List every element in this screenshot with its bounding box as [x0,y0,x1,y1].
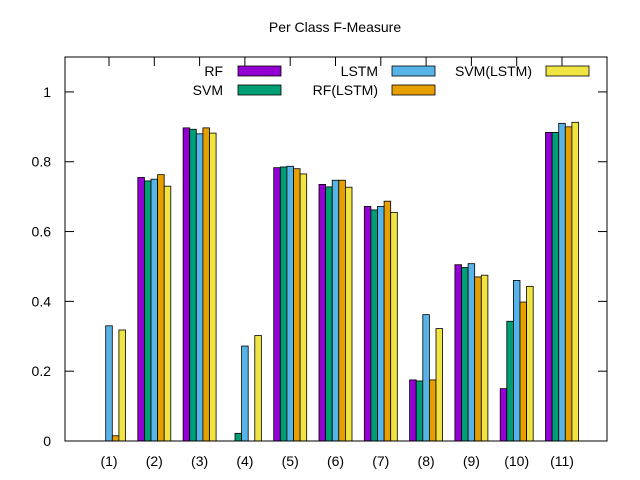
bar-svm-lstm--3 [254,335,262,442]
x-tick-label: (9) [463,453,480,469]
bar-svm-3 [234,432,242,442]
x-tick-label: (1) [100,453,117,469]
bar-lstm-1 [150,178,158,442]
bar-rf-lstm--0 [111,435,120,442]
bar-lstm-4 [286,165,294,442]
bar-svm-lstm--4 [299,173,308,442]
bar-lstm-2 [195,133,204,442]
bar-rf-lstm--8 [474,276,482,442]
legend-label-rf: RF [204,63,223,79]
bar-svm-lstm--2 [209,132,217,442]
bar-svm-1 [143,180,152,442]
y-tick-label: 0.8 [32,154,52,170]
legend-swatch-svm-lstm- [545,65,590,77]
bar-svm-6 [370,209,378,442]
plot-area: 0 0.2 0.4 0.6 0.8 1 (1) (2) (3) (4) (5) (6) (7) (8) (9… [32,57,607,469]
legend: RF SVM LSTM RF(LSTM) SVM(LSTM) [193,63,590,98]
bar-rf-5 [318,184,326,442]
y-tick-label: 0 [43,433,51,449]
bar-lstm-5 [331,179,340,442]
bar-lstm-3 [241,345,249,442]
x-tick-label: (11) [550,453,574,469]
bar-svm-lstm--5 [344,186,353,442]
legend-swatch-rf [237,65,282,77]
bar-lstm-0 [105,325,113,442]
y-tick-label: 0.4 [32,293,52,309]
x-tick-label: (10) [504,453,529,469]
bar-rf-9 [499,388,508,442]
bar-rf-6 [363,206,372,442]
bar-rf-2 [182,127,191,442]
bar-rf-lstm--1 [157,174,165,442]
bar-rf-7 [409,379,417,442]
bar-lstm-10 [558,122,566,442]
legend-label-rf-lstm-: RF(LSTM) [313,82,378,98]
x-tick-label: (6) [327,453,344,469]
bar-rf-lstm--9 [519,301,527,442]
bar-svm-7 [415,380,424,442]
plot-frame [64,56,608,442]
bar-lstm-9 [513,280,521,442]
bar-svm-lstm--1 [163,185,172,442]
bar-svm-4 [279,166,288,442]
x-tick-label: (3) [191,453,208,469]
x-tick-label: (4) [236,453,253,469]
bar-svm-2 [189,128,197,442]
bar-lstm-6 [377,206,385,442]
bar-lstm-8 [467,263,476,442]
legend-label-lstm: LSTM [341,63,378,79]
bar-rf-lstm--6 [383,200,392,442]
bar-rf-4 [273,167,281,442]
legend-swatch-rf-lstm- [391,84,436,96]
y-tick-label: 0.2 [32,363,52,379]
x-tick-label: (2) [146,453,163,469]
bar-svm-lstm--0 [118,329,126,442]
bar-svm-5 [325,186,333,442]
bar-svm-lstm--9 [526,285,534,442]
bar-svm-lstm--10 [571,121,579,442]
bar-rf-lstm--10 [564,126,573,442]
bar-rf-lstm--2 [202,127,210,442]
bar-rf-lstm--4 [293,168,301,442]
bar-rf-lstm--7 [428,379,437,442]
bar-svm-8 [461,267,469,442]
bar-svm-lstm--8 [480,274,489,442]
legend-swatch-svm [237,84,282,96]
bar-svm-10 [551,132,560,442]
y-tick-label: 0.6 [32,224,52,240]
legend-swatch-lstm [391,65,436,77]
x-tick-label: (8) [418,453,435,469]
chart-title: Per Class F-Measure [269,19,401,35]
bar-rf-1 [137,177,145,442]
bar-svm-lstm--6 [390,211,398,442]
bar-svm-9 [506,320,514,442]
x-tick-label: (5) [282,453,299,469]
bar-rf-10 [545,132,553,442]
bar-svm-lstm--7 [435,328,443,442]
bar-lstm-7 [422,314,430,442]
legend-label-svm-lstm-: SVM(LSTM) [455,63,532,79]
legend-label-svm: SVM [193,82,223,98]
bar-rf-8 [454,264,462,442]
x-tick-label: (7) [372,453,389,469]
bar-rf-lstm--5 [338,179,346,442]
y-tick-label: 1 [43,84,51,100]
